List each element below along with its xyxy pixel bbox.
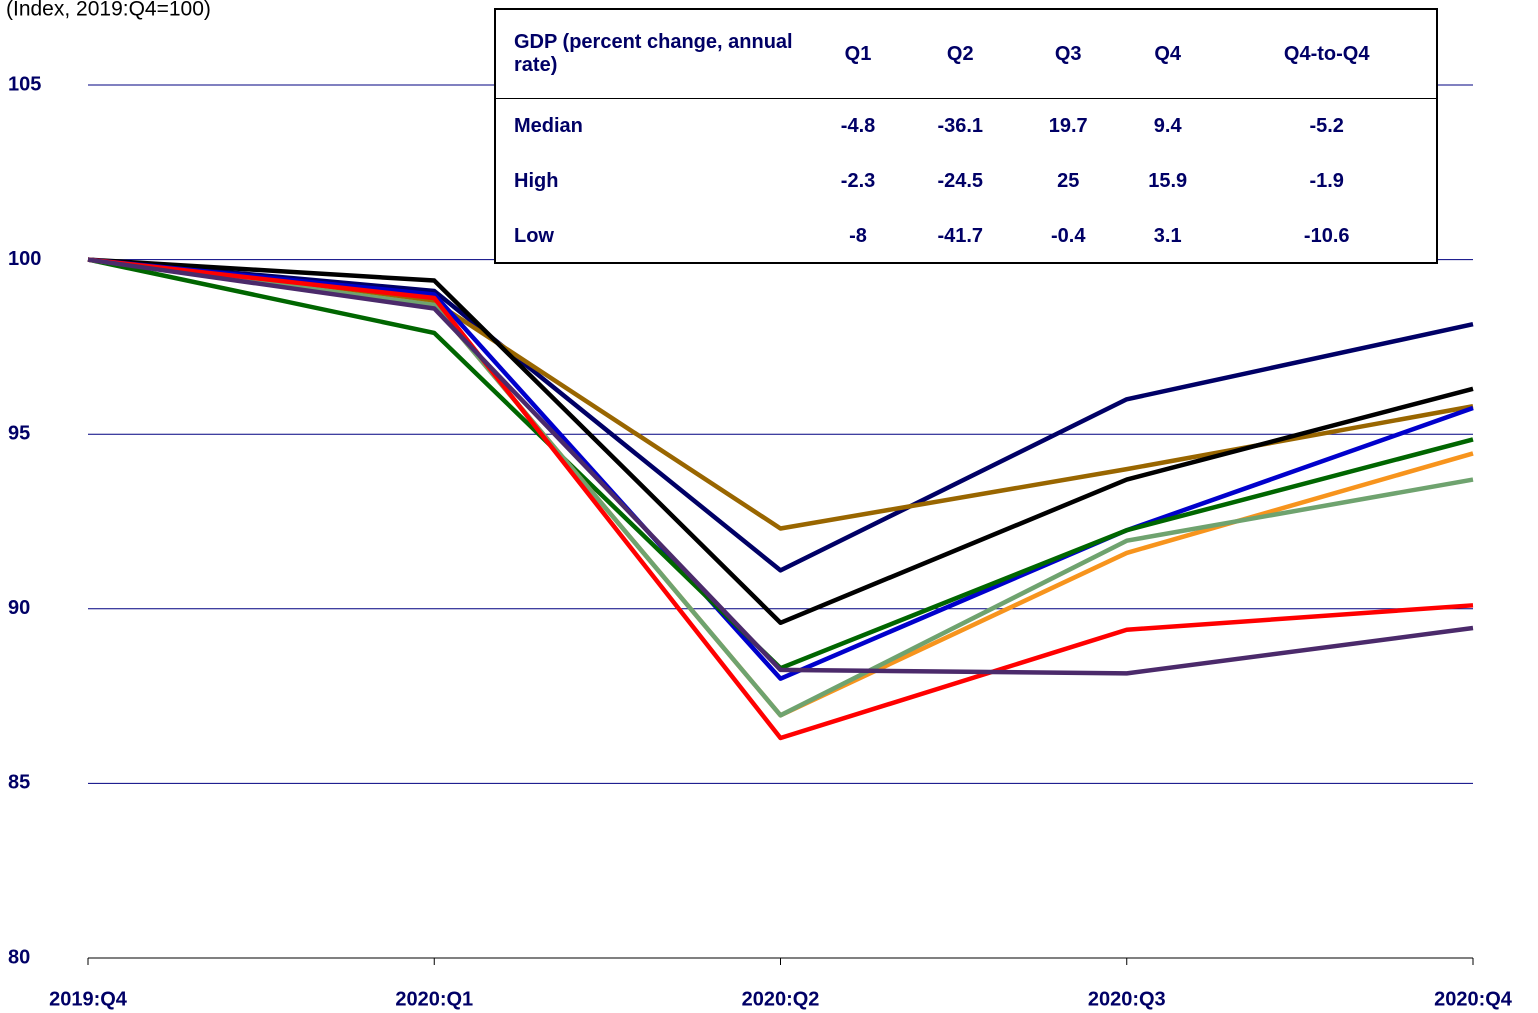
table-cell: 9.4	[1153, 115, 1182, 137]
table-cell: -4.8	[840, 115, 876, 137]
gdp-table: GDP (percent change, annual rate) Q1 Q2 Q3 Q…	[494, 8, 1438, 264]
y-tick-label: 105	[8, 73, 41, 95]
y-tick-label: 85	[8, 772, 30, 794]
table-cell: 15.9	[1148, 170, 1188, 192]
series-line	[87, 257, 1474, 626]
header-cell: Q2	[902, 10, 1019, 99]
series-line	[87, 257, 1474, 573]
header-cell: Q1	[814, 10, 903, 99]
y-tick-label: 95	[8, 422, 30, 444]
table-cell: -5.2	[1309, 115, 1344, 137]
table-cell: -0.4	[1050, 225, 1086, 247]
chart-subtitle: (Index, 2019:Q4=100)	[6, 0, 211, 21]
header-cell: Q4-to-Q4	[1217, 10, 1436, 99]
header-cell: Q3	[1018, 10, 1118, 99]
table-cell: High	[514, 170, 559, 192]
table: GDP (percent change, annual rate) Q1 Q2 Q3 Q…	[496, 10, 1436, 264]
table-cell: -41.7	[937, 225, 984, 247]
table-cell: 25	[1057, 170, 1080, 192]
x-tick-label: 2019:Q4	[49, 988, 128, 1010]
series-line	[87, 257, 1474, 531]
x-tick-label: 2020:Q1	[395, 988, 473, 1010]
table-cell: -2.3	[840, 170, 876, 192]
x-tick-label: 2020:Q2	[742, 988, 820, 1010]
table-cell: -8	[849, 225, 867, 247]
table-body: GDP (percent change, annual rate) Q1 Q2 Q3 Q…	[496, 10, 1436, 264]
header-cell: Q4	[1117, 10, 1218, 99]
x-tick-label: 2020:Q4	[1434, 988, 1513, 1010]
series-line	[87, 257, 1474, 681]
series-line	[87, 257, 1474, 671]
header-cell: GDP (percent change, annual rate)	[496, 10, 814, 99]
table-row: Median -4.8 -36.1 19.7 9.4 -5.2	[496, 99, 1436, 155]
series-line	[87, 257, 1474, 741]
table-cell: 3.1	[1153, 225, 1182, 247]
table-row: High -2.3 -24.5 25 15.9 -1.9	[496, 154, 1436, 209]
x-tick-label: 2020:Q3	[1088, 988, 1166, 1010]
table-row: Low -8 -41.7 -0.4 3.1 -10.6	[496, 209, 1436, 264]
table-cell: 19.7	[1048, 115, 1088, 137]
table-cell: -24.5	[937, 170, 984, 192]
table-header-row: GDP (percent change, annual rate) Q1 Q2 Q3 Q…	[496, 10, 1436, 99]
table-cell: -36.1	[937, 115, 984, 137]
series-line	[87, 257, 1474, 676]
table-cell: -10.6	[1303, 225, 1350, 247]
y-tick-label: 90	[8, 597, 30, 619]
y-tick-label: 80	[8, 946, 30, 968]
table-cell: Low	[514, 225, 554, 247]
series-line	[87, 257, 1474, 718]
table-cell: -1.9	[1309, 170, 1344, 192]
table-cell: Median	[514, 115, 583, 137]
y-tick-label: 100	[8, 248, 41, 270]
series-line	[87, 257, 1474, 718]
